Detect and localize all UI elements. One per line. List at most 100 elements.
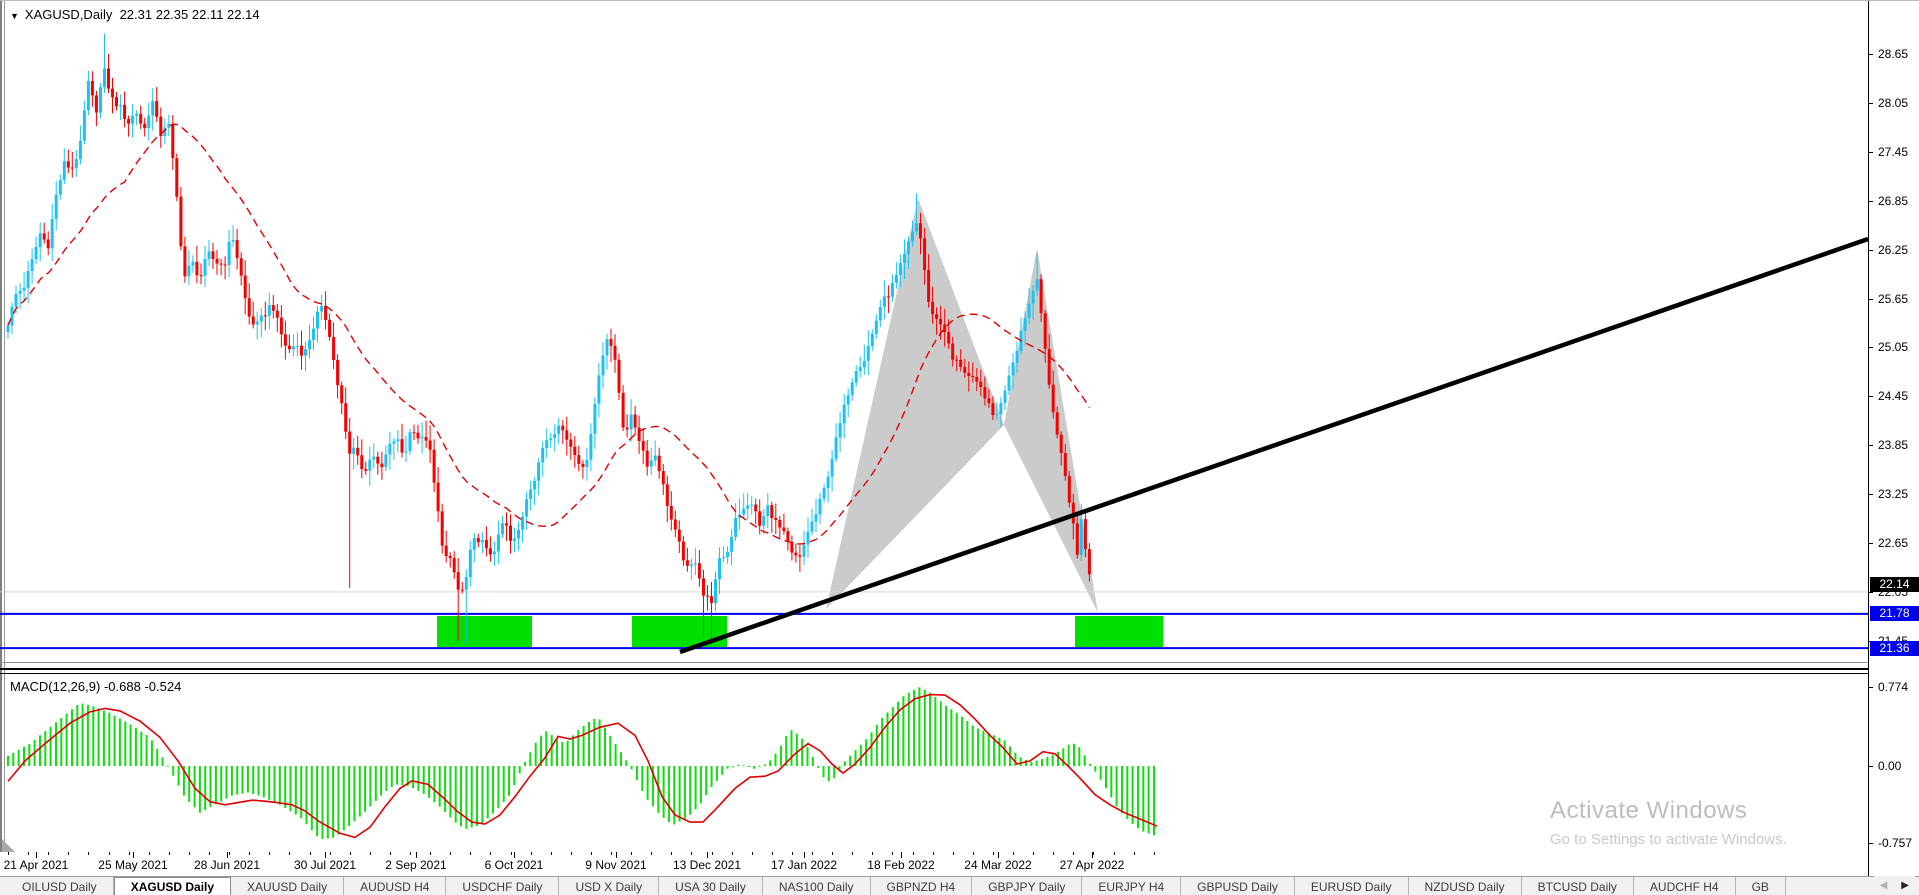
panel-separator-line2	[0, 673, 1868, 674]
price-tick-mark	[1869, 103, 1873, 104]
date-minor-tick	[651, 852, 652, 855]
price-tick-label: 28.05	[1878, 96, 1909, 110]
date-major-tick	[998, 852, 999, 858]
date-major-tick	[416, 852, 417, 858]
price-tick-label: 25.65	[1878, 292, 1909, 306]
date-minor-tick	[450, 852, 451, 855]
date-label: 25 May 2021	[98, 858, 168, 872]
symbol-dropdown-icon[interactable]: ▼	[10, 11, 19, 21]
date-major-tick	[616, 852, 617, 858]
symbol-tab-nzdusd[interactable]: NZDUSD Daily	[1409, 877, 1522, 895]
tab-scroll-left-icon[interactable]: ◀	[1879, 880, 1888, 891]
tab-scroll-right-icon[interactable]: ▶	[1901, 880, 1909, 891]
panel-splitter[interactable]	[0, 668, 1868, 670]
price-tick-mark	[1869, 54, 1873, 55]
price-tick-mark	[1869, 543, 1873, 544]
pattern-triangle[interactable]	[1004, 248, 1098, 613]
date-minor-tick	[872, 852, 873, 855]
price-tick-mark	[1869, 347, 1873, 348]
date-major-tick	[227, 852, 228, 858]
date-minor-tick	[792, 852, 793, 855]
date-label: 6 Oct 2021	[484, 858, 544, 872]
macd-tick-label: -0.757	[1878, 836, 1913, 850]
chart-title: ▼ XAGUSD,Daily 22.31 22.35 22.11 22.14	[10, 7, 260, 22]
watermark-subtitle: Go to Settings to activate Windows.	[1550, 831, 1787, 848]
symbol-tab-eurusd[interactable]: EURUSD Daily	[1295, 877, 1409, 895]
symbol-tab-gbpjpy[interactable]: GBPJPY Daily	[972, 877, 1083, 895]
price-tick-mark	[1869, 299, 1873, 300]
price-tick-label: 25.05	[1878, 340, 1909, 354]
date-minor-tick	[430, 852, 431, 855]
date-axis[interactable]: 21 Apr 2021 25 May 2021 28 Jun 2021 30 Jul …	[0, 852, 1868, 876]
date-minor-tick	[1154, 852, 1155, 855]
panel-resize-handle[interactable]	[2, 839, 15, 852]
date-minor-tick	[8, 852, 9, 855]
symbol-tab-gbpnzd[interactable]: GBPNZD H4	[871, 877, 973, 895]
trendline[interactable]	[679, 236, 1868, 655]
symbol-tab-nas100[interactable]: NAS100 Daily	[763, 877, 871, 895]
symbol-tab-bar: OILUSD Daily XAGUSD Daily XAUUSD Daily AUDU…	[0, 876, 1919, 895]
symbol-tab-gbpusd[interactable]: GBPUSD Daily	[1181, 877, 1295, 895]
date-label: 24 Mar 2022	[964, 858, 1032, 872]
price-tick-mark	[1869, 201, 1873, 202]
date-minor-tick	[129, 852, 130, 855]
price-tick-label: 26.25	[1878, 243, 1909, 257]
support-zone-box[interactable]	[437, 616, 532, 647]
price-tick-label: 28.65	[1878, 47, 1909, 61]
macd-tick-label: 0.774	[1878, 680, 1909, 694]
symbol-tab-usa[interactable]: USA 30 Daily	[659, 877, 763, 895]
symbol-tab-eurjpy[interactable]: EURJPY H4	[1082, 877, 1182, 895]
symbol-tab-btcusd[interactable]: BTCUSD Daily	[1522, 877, 1634, 895]
date-minor-tick	[571, 852, 572, 855]
price-tick-mark	[1869, 494, 1873, 495]
date-label: 28 Jun 2021	[193, 858, 261, 872]
price-chart-panel[interactable]	[0, 1, 1868, 664]
price-tick-label: 26.85	[1878, 194, 1909, 208]
date-label: 18 Feb 2022	[867, 858, 935, 872]
date-minor-tick	[390, 852, 391, 855]
macd-signal-value: -0.524	[144, 679, 182, 694]
date-minor-tick	[1114, 852, 1115, 855]
date-minor-tick	[189, 852, 190, 855]
date-minor-tick	[350, 852, 351, 855]
date-minor-tick	[330, 852, 331, 855]
symbol-tab-usdchf[interactable]: USDCHF Daily	[446, 877, 560, 895]
price-tick-mark	[1869, 592, 1873, 593]
date-minor-tick	[752, 852, 753, 855]
date-minor-tick	[209, 852, 210, 855]
macd-indicator-panel[interactable]	[0, 674, 1868, 852]
date-major-tick	[133, 852, 134, 858]
date-label: 21 Apr 2021	[3, 858, 69, 872]
symbol-tab-audusd[interactable]: AUDUSD H4	[344, 877, 447, 895]
date-major-tick	[325, 852, 326, 858]
symbol-tab-audchf[interactable]: AUDCHF H4	[1634, 877, 1736, 895]
date-minor-tick	[310, 852, 311, 855]
macd-tick-label: 0.00	[1878, 759, 1902, 773]
date-minor-tick	[229, 852, 230, 855]
date-major-tick	[514, 852, 515, 858]
date-label: 30 Jul 2021	[293, 858, 357, 872]
macd-tick-mark	[1869, 687, 1873, 688]
date-minor-tick	[712, 852, 713, 855]
symbol-tab-xagusd[interactable]: XAGUSD Daily	[113, 877, 232, 895]
support-zone-box[interactable]	[1075, 616, 1163, 647]
price-level-badge: 21.78	[1870, 606, 1919, 621]
symbol-tab-xauusd[interactable]: XAUUSD Daily	[231, 877, 345, 895]
chart-symbol-timeframe: XAGUSD,Daily	[24, 7, 113, 22]
date-label: 27 Apr 2022	[1059, 858, 1125, 872]
price-level-badge: 22.14	[1870, 577, 1919, 592]
symbol-tab-oilusd[interactable]: OILUSD Daily	[6, 877, 114, 895]
moving-average-line[interactable]	[7, 123, 1090, 545]
date-minor-tick	[973, 852, 974, 855]
date-minor-tick	[88, 852, 89, 855]
macd-tick-mark	[1869, 843, 1873, 844]
date-minor-tick	[852, 852, 853, 855]
date-minor-tick	[249, 852, 250, 855]
price-axis[interactable]: 28.65 28.05 27.45 26.85 26.25 25.65 25.05 24.45…	[1868, 1, 1919, 876]
date-minor-tick	[812, 852, 813, 855]
pattern-triangle[interactable]	[826, 198, 1004, 609]
price-tick-label: 23.85	[1878, 438, 1909, 452]
symbol-tab-gb[interactable]: GB	[1736, 877, 1786, 895]
symbol-tab-usd[interactable]: USD X Daily	[559, 877, 660, 895]
